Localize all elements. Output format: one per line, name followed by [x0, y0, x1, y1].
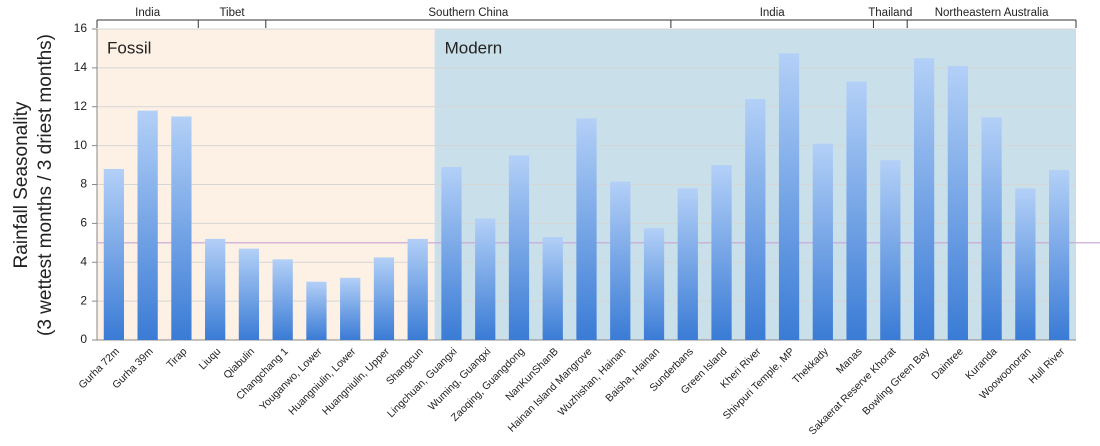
bar — [1048, 169, 1070, 340]
bar — [508, 155, 530, 340]
x-tick-label: Tirap — [164, 345, 189, 370]
bar — [340, 277, 361, 340]
bar — [778, 53, 800, 340]
bar — [913, 58, 935, 340]
y-tick-label: 6 — [80, 216, 87, 230]
x-tick-label: Wuming, Guangxi — [426, 346, 493, 413]
y-tick-label: 8 — [80, 177, 87, 191]
x-tick-label: Thekkady — [790, 345, 831, 386]
bar — [745, 98, 766, 340]
bar — [812, 143, 833, 340]
bar — [542, 236, 563, 340]
bar — [103, 168, 125, 340]
group-label: India — [760, 7, 786, 19]
group-label: Thailand — [868, 7, 912, 19]
bar — [171, 116, 192, 340]
bar — [947, 65, 968, 341]
y-tick-label: 10 — [74, 138, 88, 152]
bar — [1015, 188, 1036, 340]
y-tick-label: 0 — [80, 332, 87, 346]
y-tick-label: 2 — [80, 293, 87, 307]
bar — [576, 118, 597, 340]
x-tick-label: Hull River — [1027, 345, 1068, 386]
bar — [846, 81, 867, 340]
bar — [373, 257, 395, 340]
bar — [711, 165, 732, 340]
y-axis-label: Rainfall Seasonality — [11, 101, 32, 268]
y-tick-label: 14 — [74, 60, 88, 74]
x-tick-label: Manas — [834, 346, 865, 377]
group-label: Tibet — [219, 7, 245, 19]
bar — [441, 167, 462, 340]
bar — [880, 160, 901, 340]
panel-label: Fossil — [107, 38, 151, 57]
bar — [475, 218, 496, 340]
group-label: India — [135, 7, 161, 19]
group-label: Northeastern Australia — [935, 7, 1049, 19]
x-tick-label: Liuqu — [197, 345, 224, 372]
y-axis-label: (3 wettest months / 3 driest months) — [35, 34, 56, 336]
group-label: Southern China — [428, 7, 509, 19]
x-tick-label: Youganwo, Lower — [257, 345, 325, 413]
x-tick-label: Daintree — [929, 346, 966, 383]
bar — [981, 117, 1002, 340]
bar — [407, 238, 428, 340]
y-tick-label: 12 — [74, 99, 88, 113]
y-tick-label: 16 — [74, 21, 88, 35]
bar — [137, 110, 158, 340]
panel-label: Modern — [445, 38, 503, 57]
bar — [610, 181, 631, 340]
bar — [205, 238, 226, 340]
bar — [643, 228, 665, 340]
y-tick-label: 4 — [80, 254, 87, 268]
bar — [238, 248, 260, 340]
bar — [272, 259, 293, 340]
bar — [306, 281, 327, 340]
bar — [677, 188, 698, 340]
